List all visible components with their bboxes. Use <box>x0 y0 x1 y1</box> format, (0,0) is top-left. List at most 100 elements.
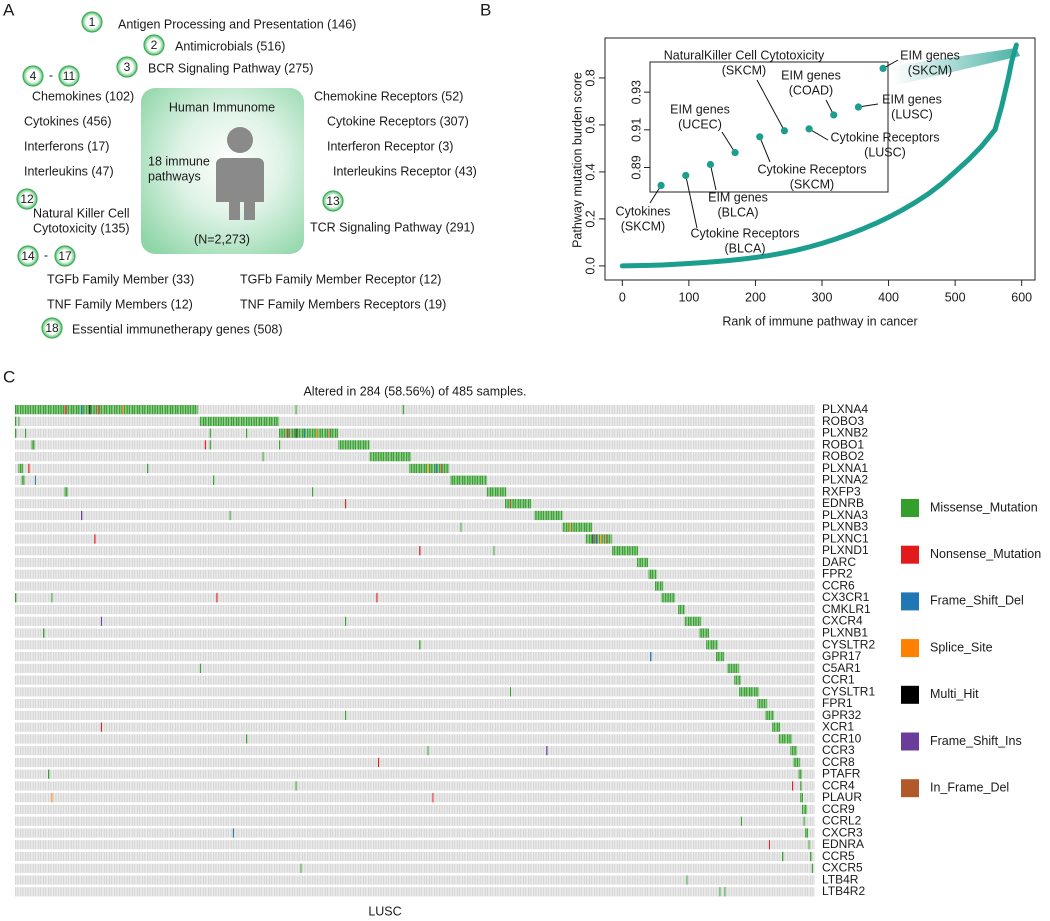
row-background <box>15 604 815 615</box>
alteration <box>791 781 794 791</box>
y-tick-label: 0.0 <box>583 257 597 274</box>
leader-line <box>808 128 829 141</box>
legend-swatch <box>901 779 919 798</box>
alteration <box>146 463 149 474</box>
x-tick-label: 500 <box>945 290 966 304</box>
gene-label: FPR2 <box>822 567 853 581</box>
pathway-label: Cytotoxicity (135) <box>33 221 130 235</box>
row-background <box>15 557 815 568</box>
alteration <box>100 616 103 626</box>
alteration <box>768 840 771 850</box>
badge-number: 17 <box>58 249 72 263</box>
badge <box>58 65 80 87</box>
alteration <box>303 428 306 438</box>
x-tick-label: 300 <box>812 290 833 304</box>
alteration <box>295 428 298 438</box>
gene-label: RXFP3 <box>822 484 861 498</box>
gene-label: CXCR3 <box>822 825 863 839</box>
alteration <box>212 475 215 485</box>
badge <box>41 317 63 339</box>
legend-label: Frame_Shift_Del <box>930 594 1024 608</box>
alteration <box>199 663 202 673</box>
gene-label: DARC <box>822 555 856 569</box>
row-background <box>15 628 815 638</box>
row-background <box>15 440 815 450</box>
alteration <box>344 499 347 509</box>
alteration <box>316 428 319 438</box>
alteration <box>724 887 726 897</box>
row-background <box>15 710 815 721</box>
alteration <box>493 546 495 556</box>
alteration <box>772 722 781 732</box>
immunome-subtitle: 18 immune <box>148 154 210 168</box>
inset-frame <box>649 61 889 193</box>
alteration <box>805 828 809 838</box>
badge-number: 13 <box>326 194 340 208</box>
row-background <box>15 510 815 521</box>
point-label: (SKCM) <box>790 177 834 191</box>
gene-label: C5AR1 <box>822 661 861 675</box>
alteration <box>209 428 212 438</box>
person-icon <box>216 127 264 220</box>
alteration <box>377 757 380 768</box>
gene-label: PLXNA1 <box>822 461 868 475</box>
gene-label: CCR9 <box>822 802 855 816</box>
alteration <box>278 428 339 438</box>
row-background <box>15 722 815 732</box>
inset-point <box>879 64 887 73</box>
badge <box>22 65 44 87</box>
alteration <box>699 628 710 638</box>
inset-point <box>756 133 764 141</box>
row-background <box>15 546 815 556</box>
legend-label: Frame_Shift_Ins <box>930 734 1022 748</box>
alteration <box>727 663 740 673</box>
row-background <box>15 781 815 791</box>
badge-number: 18 <box>45 321 59 335</box>
x-tick-label: 100 <box>678 290 699 304</box>
pathway-label: Cytokines (456) <box>24 114 112 128</box>
plot-frame <box>604 37 1036 281</box>
point-label: Cytokine Receptors <box>830 130 939 144</box>
inset-y-tick-label: 0.91 <box>629 118 643 142</box>
gene-label: GPR32 <box>822 708 862 722</box>
alteration <box>419 640 421 650</box>
legend-label: Nonsense_Mutation <box>930 547 1041 561</box>
alteration <box>100 722 103 732</box>
alteration <box>328 428 331 438</box>
badge-number: 3 <box>124 60 131 74</box>
row-background <box>15 816 815 826</box>
alteration <box>757 699 768 709</box>
legend-label: Multi_Hit <box>930 687 979 701</box>
alteration <box>24 428 27 438</box>
gene-label: CCRL2 <box>822 814 862 828</box>
alteration <box>460 522 463 532</box>
alteration <box>686 875 688 885</box>
alteration <box>504 499 532 509</box>
row-background <box>15 875 815 885</box>
alteration <box>18 416 20 427</box>
point-label: (COAD) <box>789 83 833 97</box>
chart-title: Altered in 284 (58.56%) of 485 samples. <box>303 384 526 398</box>
alteration <box>31 440 35 450</box>
badge <box>54 245 76 267</box>
alteration <box>43 628 45 638</box>
alteration <box>810 851 812 862</box>
y-tick-label: 0.2 <box>583 210 597 227</box>
point-label: Cytokine Receptors <box>757 162 866 176</box>
alteration <box>790 746 797 756</box>
gene-label: EDNRB <box>822 496 864 510</box>
pathway-label: TNF Family Members Receptors (19) <box>240 297 446 311</box>
alteration <box>661 593 675 603</box>
alteration <box>678 604 685 615</box>
gene-label: LTB4R2 <box>822 884 865 898</box>
inset-point <box>731 149 739 157</box>
badge <box>322 190 344 212</box>
legend-swatch <box>901 545 919 564</box>
row-background <box>15 499 815 509</box>
gene-label: CCR1 <box>822 673 855 687</box>
badge <box>143 34 165 56</box>
immunome-total: (N=2,273) <box>194 232 250 246</box>
row-background <box>15 828 815 838</box>
point-label: EIM genes <box>900 48 960 62</box>
row-background <box>15 405 815 415</box>
